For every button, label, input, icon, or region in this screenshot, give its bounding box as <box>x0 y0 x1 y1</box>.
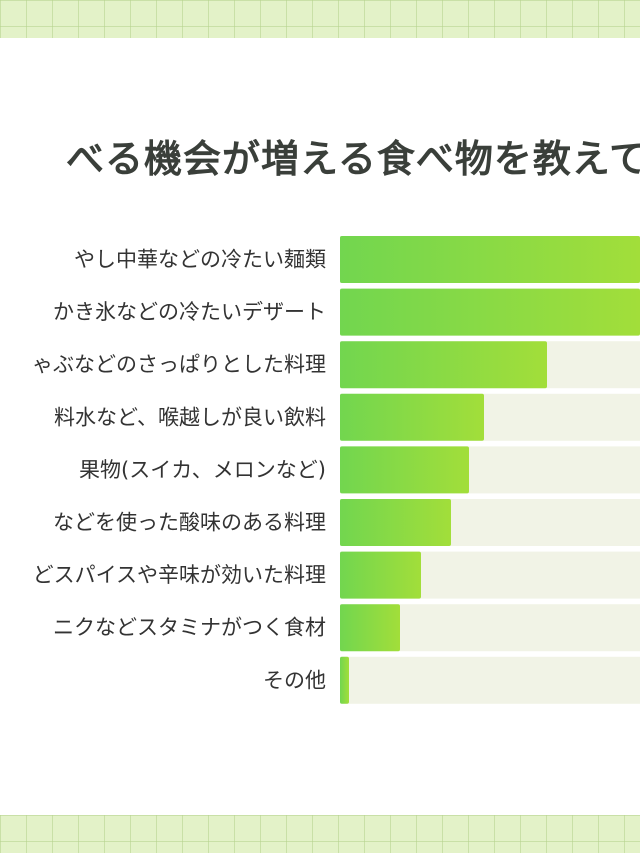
category-label: どスパイスや辛味が効いた料理 <box>33 563 326 587</box>
bar <box>340 499 451 546</box>
bottom-grid-band <box>0 815 640 853</box>
bar <box>340 551 421 599</box>
bar <box>340 236 640 283</box>
category-label: その他 <box>263 668 326 692</box>
category-label: 果物(スイカ、メロンなど) <box>79 458 326 482</box>
bars-layer: やし中華などの冷たい麺類かき氷などの冷たいデザートゃぶなどのさっぱりとした料理料… <box>32 236 640 704</box>
top-grid-band <box>0 0 640 38</box>
bar <box>340 656 349 704</box>
category-label: などを使った酸味のある料理 <box>53 511 326 535</box>
bar-track <box>340 656 640 704</box>
category-label: かき氷などの冷たいデザート <box>53 300 326 324</box>
bar <box>340 288 640 336</box>
bar <box>340 341 547 389</box>
category-label: ゃぶなどのさっぱりとした料理 <box>32 353 326 377</box>
bar <box>340 446 469 494</box>
category-label: やし中華などの冷たい麺類 <box>74 248 326 272</box>
bar <box>340 393 484 441</box>
bar <box>340 604 400 652</box>
category-label: 料水など、喉越しが良い飲料 <box>54 405 326 429</box>
chart-title: べる機会が増える食べ物を教えて <box>66 137 640 181</box>
category-label: ニクなどスタミナがつく食材 <box>53 616 326 640</box>
